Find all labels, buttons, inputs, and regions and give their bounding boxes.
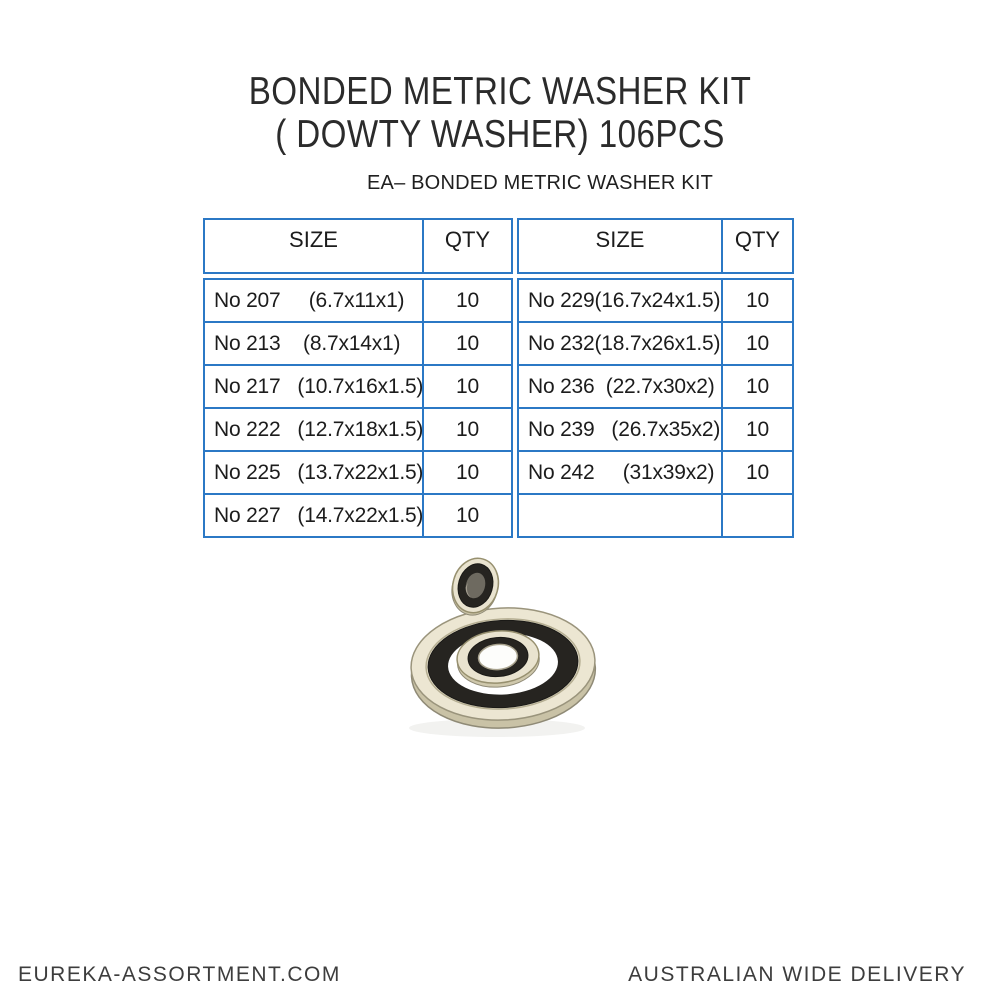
table-row: No 242 (31x39x2) 10 — [517, 450, 794, 495]
qty-value: 10 — [422, 450, 513, 495]
title-line-1: BONDED METRIC WASHER KIT — [248, 70, 752, 113]
qty-value: 10 — [721, 364, 794, 409]
size-table-right: SIZE QTY No 229(16.7x24x1.5) 10 No 232(1… — [517, 218, 794, 538]
table-body: No 207 (6.7x11x1) 10 No 213 (8.7x14x1) 1… — [203, 278, 513, 538]
size-value: No 207 (6.7x11x1) — [203, 278, 424, 323]
qty-value: 10 — [422, 407, 513, 452]
table-row: No 229(16.7x24x1.5) 10 — [517, 278, 794, 323]
qty-value-empty — [721, 493, 794, 538]
table-header-row: SIZE QTY — [203, 218, 513, 274]
qty-value: 10 — [422, 493, 513, 538]
size-value: No 232(18.7x26x1.5) — [517, 321, 723, 366]
qty-value: 10 — [422, 321, 513, 366]
bonded-washers-photo — [409, 557, 597, 737]
size-value: No 227 (14.7x22x1.5) — [203, 493, 424, 538]
washer-medium — [456, 630, 540, 688]
size-value: No 213 (8.7x14x1) — [203, 321, 424, 366]
qty-value: 10 — [721, 407, 794, 452]
size-value: No 236 (22.7x30x2) — [517, 364, 723, 409]
title-line-2: ( DOWTY WASHER) 106PCS — [275, 113, 725, 156]
qty-value: 10 — [422, 364, 513, 409]
size-value-empty — [517, 493, 723, 538]
table-body: No 229(16.7x24x1.5) 10 No 232(18.7x26x1.… — [517, 278, 794, 538]
size-value: No 222 (12.7x18x1.5) — [203, 407, 424, 452]
column-header-qty: QTY — [721, 218, 794, 274]
table-row: No 236 (22.7x30x2) 10 — [517, 364, 794, 409]
table-row — [517, 493, 794, 538]
table-row: No 222 (12.7x18x1.5) 10 — [203, 407, 513, 452]
size-value: No 239 (26.7x35x2) — [517, 407, 723, 452]
table-row: No 227 (14.7x22x1.5) 10 — [203, 493, 513, 538]
table-row: No 207 (6.7x11x1) 10 — [203, 278, 513, 323]
column-header-size: SIZE — [203, 218, 424, 274]
washer-small — [451, 557, 500, 616]
size-table-left: SIZE QTY No 207 (6.7x11x1) 10 No 213 (8.… — [203, 218, 513, 538]
website-url: EUREKA-ASSORTMENT.COM — [18, 963, 341, 986]
table-row: No 217 (10.7x16x1.5) 10 — [203, 364, 513, 409]
size-value: No 242 (31x39x2) — [517, 450, 723, 495]
kit-subtitle: EA– BONDED METRIC WASHER KIT — [366, 172, 713, 194]
size-qty-table: SIZE QTY No 207 (6.7x11x1) 10 No 213 (8.… — [203, 218, 794, 538]
qty-value: 10 — [721, 450, 794, 495]
table-row: No 232(18.7x26x1.5) 10 — [517, 321, 794, 366]
qty-value: 10 — [422, 278, 513, 323]
size-value: No 225 (13.7x22x1.5) — [203, 450, 424, 495]
table-row: No 225 (13.7x22x1.5) 10 — [203, 450, 513, 495]
qty-value: 10 — [721, 321, 794, 366]
table-row: No 213 (8.7x14x1) 10 — [203, 321, 513, 366]
size-value: No 229(16.7x24x1.5) — [517, 278, 723, 323]
page-title: BONDED METRIC WASHER KIT ( DOWTY WASHER)… — [0, 70, 1000, 156]
column-header-qty: QTY — [422, 218, 513, 274]
delivery-note: AUSTRALIAN WIDE DELIVERY — [628, 963, 966, 986]
qty-value: 10 — [721, 278, 794, 323]
column-header-size: SIZE — [517, 218, 723, 274]
table-header-row: SIZE QTY — [517, 218, 794, 274]
size-value: No 217 (10.7x16x1.5) — [203, 364, 424, 409]
table-row: No 239 (26.7x35x2) 10 — [517, 407, 794, 452]
